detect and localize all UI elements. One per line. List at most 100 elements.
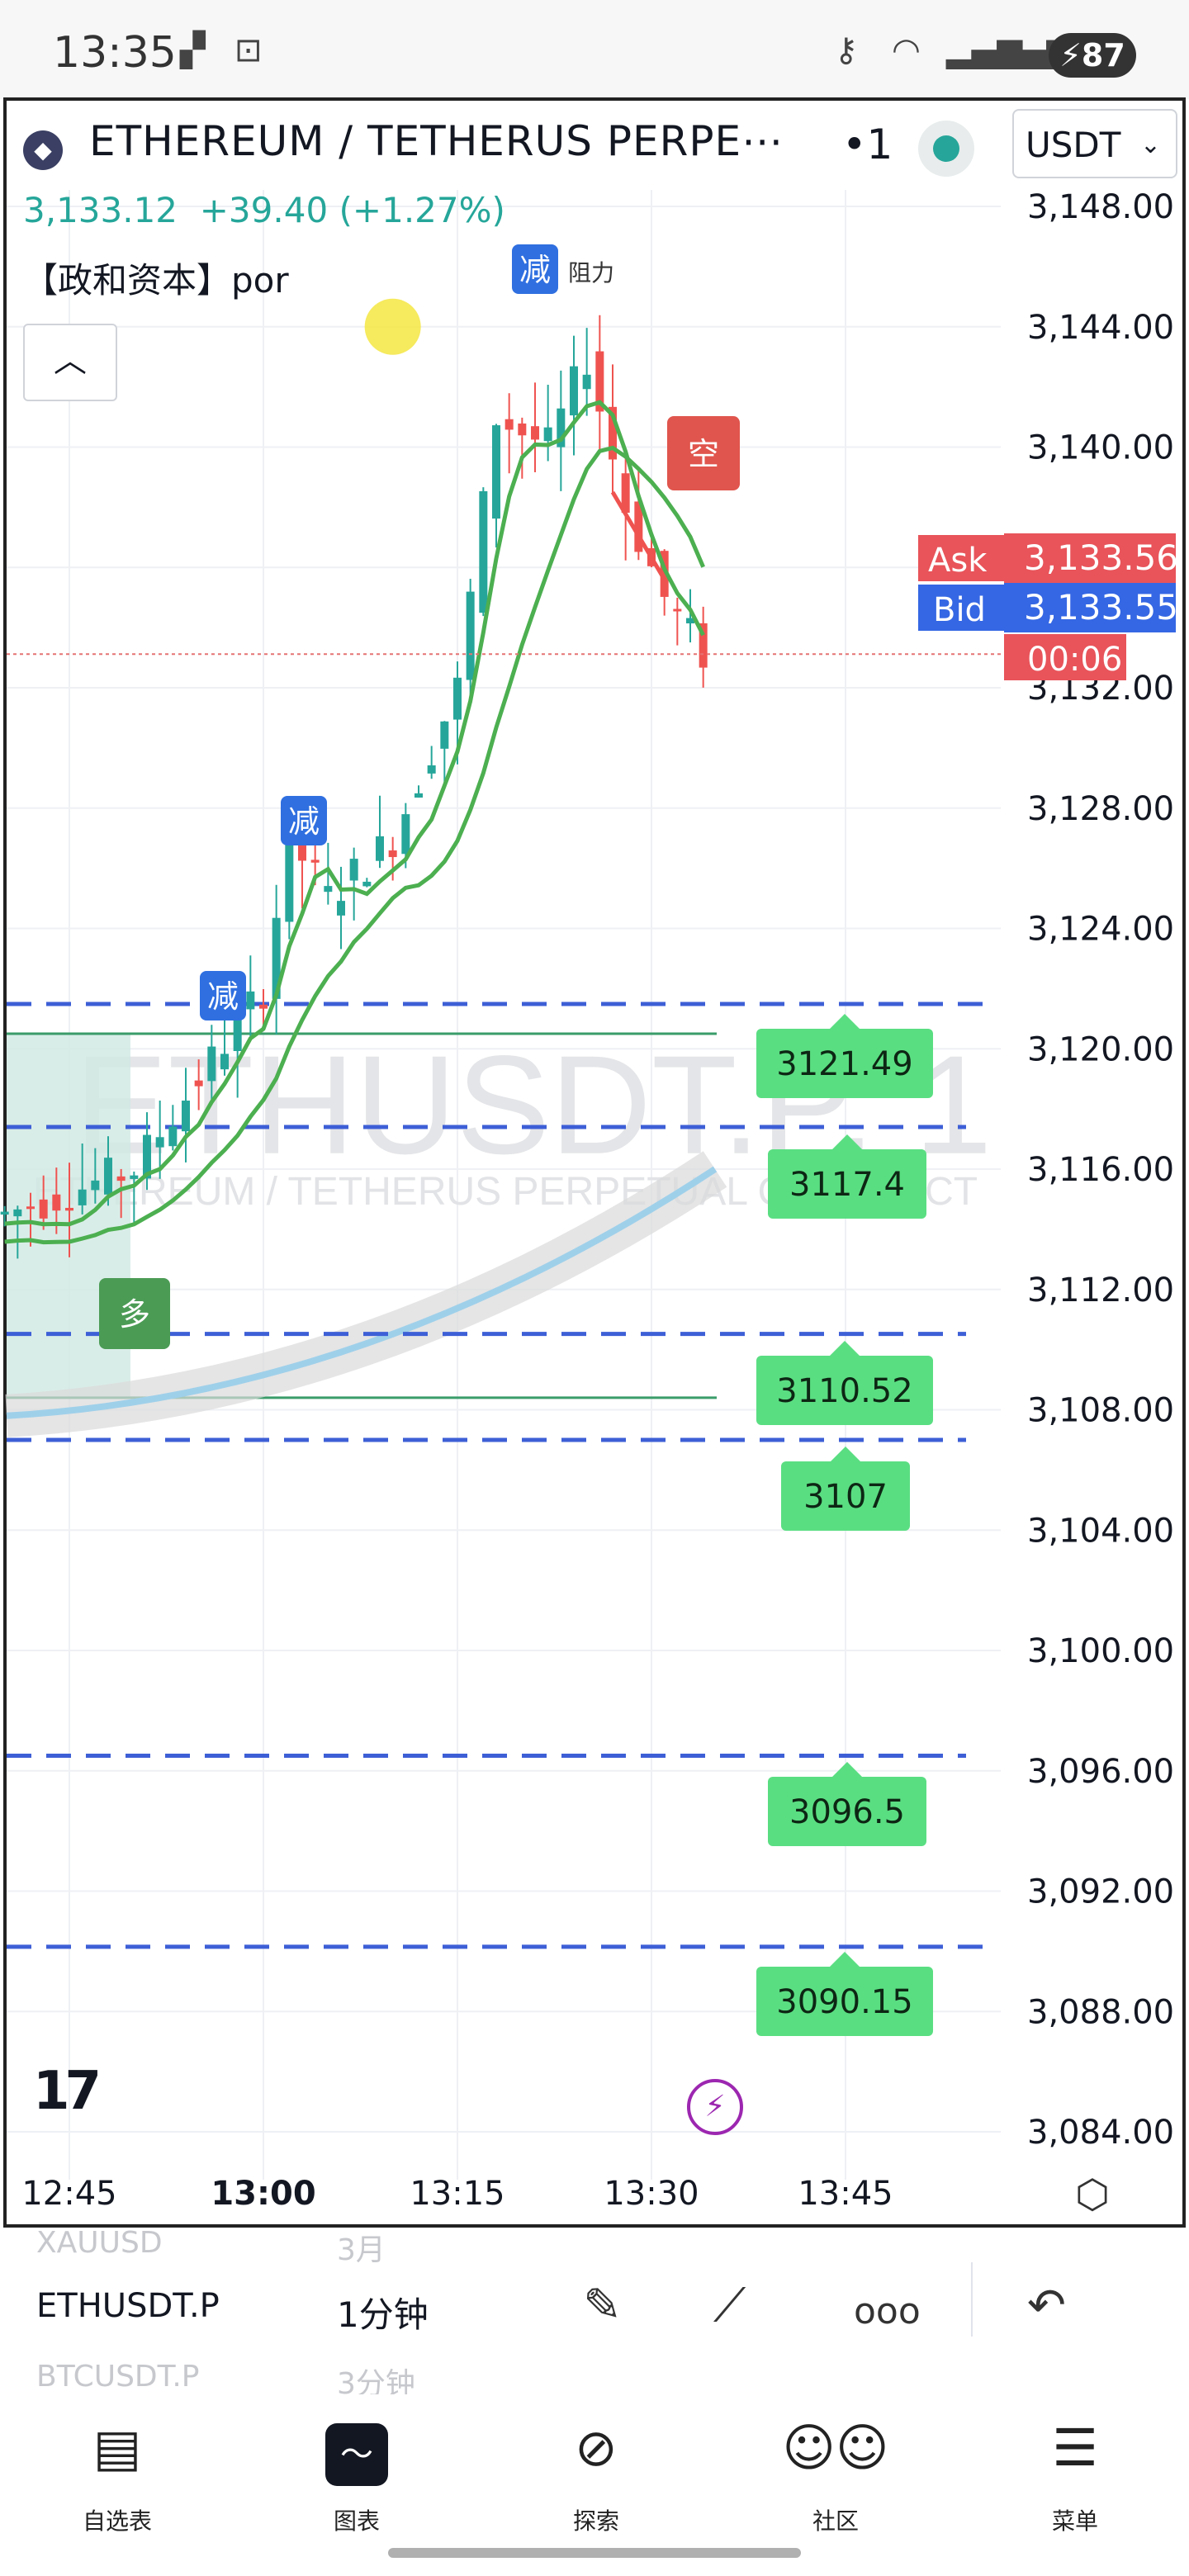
currency-label: USDT bbox=[1026, 125, 1121, 165]
nav-label: 社区 bbox=[812, 2507, 859, 2535]
candle-body bbox=[26, 1206, 35, 1210]
price-axis-label: 3,148.00 bbox=[1027, 188, 1174, 226]
candle-body bbox=[155, 1137, 164, 1148]
symbol-title[interactable]: ETHEREUM / TETHERUS PERPE⋯ bbox=[89, 117, 784, 165]
undo-icon[interactable]: ↶ bbox=[1027, 2279, 1066, 2332]
chart-container[interactable] bbox=[3, 97, 1186, 2228]
lightning-icon[interactable]: ⚡ bbox=[687, 2079, 743, 2135]
reduce-signal-marker-label: 减 bbox=[288, 803, 320, 840]
level-badge[interactable] bbox=[756, 1967, 933, 2036]
candle-body bbox=[634, 501, 643, 552]
candle-body bbox=[504, 419, 514, 430]
bid-price-tag bbox=[1004, 583, 1176, 632]
candle-body bbox=[324, 886, 333, 893]
tradingview-logo: 17 bbox=[33, 2061, 102, 2122]
candle-body bbox=[130, 1175, 139, 1179]
watchlist-icon: ▤ bbox=[92, 2417, 142, 2478]
indicator-legend[interactable]: 【政和资本】por bbox=[23, 260, 289, 301]
level-badge-pointer bbox=[830, 1014, 860, 1029]
battery-charging-icon: ⚡87 bbox=[1049, 33, 1136, 78]
resistance-label: 阻力 bbox=[568, 259, 614, 286]
resistance-marker bbox=[364, 298, 421, 355]
status-time: 13:35 bbox=[53, 28, 177, 78]
short-trend-line bbox=[610, 490, 666, 581]
short-signal-marker[interactable] bbox=[667, 416, 740, 490]
symbol-prev[interactable]: XAUUSD bbox=[36, 2226, 163, 2260]
candle-body bbox=[116, 1176, 126, 1181]
more-icon[interactable]: ooo bbox=[854, 2290, 921, 2332]
level-badge[interactable] bbox=[756, 1029, 933, 1098]
reduce-signal-marker[interactable] bbox=[200, 971, 246, 1020]
price-axis-label: 3,124.00 bbox=[1027, 911, 1174, 949]
level-badge-pointer bbox=[830, 1341, 860, 1356]
price-axis-label: 3,104.00 bbox=[1027, 1512, 1174, 1550]
currency-select[interactable]: USDT ⌄ bbox=[1012, 109, 1177, 178]
level-badge-pointer bbox=[830, 1952, 860, 1967]
nav-menu[interactable]: ☰ 菜单 bbox=[1001, 2411, 1149, 2536]
nav-label: 菜单 bbox=[1051, 2507, 1098, 2535]
candle-body bbox=[660, 551, 669, 597]
level-badge-pointer bbox=[832, 1134, 862, 1149]
candle-body bbox=[143, 1134, 151, 1179]
nav-watchlist[interactable]: ▤ 自选表 bbox=[43, 2411, 192, 2536]
price-change-line: 3,133.12 +39.40 (+1.27%) bbox=[23, 190, 505, 230]
trend-curve bbox=[6, 1166, 718, 1419]
market-status-icon[interactable] bbox=[918, 121, 974, 177]
candle-body bbox=[427, 765, 436, 774]
level-badge[interactable] bbox=[756, 1356, 933, 1425]
price-axis-label: 3,092.00 bbox=[1027, 1873, 1174, 1911]
level-badge[interactable] bbox=[768, 1777, 926, 1846]
menu-icon: ☰ bbox=[1052, 2417, 1098, 2478]
price-axis-label: 3,088.00 bbox=[1027, 1993, 1174, 2031]
collapse-legend-button[interactable]: ︿ bbox=[23, 324, 117, 401]
candle-body bbox=[337, 901, 345, 916]
title-interval: •1 bbox=[842, 121, 893, 168]
candle-body bbox=[78, 1189, 87, 1205]
long-signal-marker[interactable] bbox=[99, 1278, 170, 1349]
settings-icon[interactable]: ⬡ bbox=[1075, 2171, 1110, 2218]
nav-chart[interactable]: 〜 图表 bbox=[282, 2411, 431, 2536]
reduce-signal-marker[interactable] bbox=[512, 244, 558, 294]
candle-body bbox=[543, 427, 552, 442]
trend-line-icon[interactable]: ⟋ bbox=[713, 2279, 746, 2332]
nav-explore[interactable]: ⊘ 探索 bbox=[522, 2411, 670, 2536]
bottom-nav bbox=[0, 2394, 1189, 2576]
nav-community[interactable]: ☺☺ 社区 bbox=[761, 2411, 910, 2536]
symbol-picker[interactable]: ETHUSDT.P bbox=[36, 2287, 220, 2325]
candle-body bbox=[479, 490, 488, 613]
candle-body bbox=[259, 1004, 268, 1009]
countdown-tag bbox=[1004, 634, 1126, 680]
level-badge-text: 3090.15 bbox=[776, 1983, 912, 2021]
level-badge-text: 3110.52 bbox=[776, 1372, 912, 1410]
candle-body bbox=[246, 991, 255, 1010]
interval-prev[interactable]: 3月 bbox=[337, 2233, 386, 2267]
compass-icon: ⊘ bbox=[575, 2417, 618, 2478]
candle-body bbox=[13, 1209, 22, 1217]
long-signal-marker-label: 多 bbox=[119, 1296, 150, 1333]
candle-body bbox=[621, 473, 630, 514]
interval-picker[interactable]: 1分钟 bbox=[337, 2294, 429, 2335]
candle-body bbox=[595, 351, 604, 412]
candle-body bbox=[401, 814, 410, 855]
reduce-signal-marker-label: 减 bbox=[207, 978, 239, 1015]
candle-body bbox=[0, 1211, 9, 1215]
level-badge-text: 3107 bbox=[803, 1478, 888, 1516]
pen-icon[interactable]: ✎ bbox=[583, 2279, 622, 2332]
candle-body bbox=[518, 423, 527, 436]
level-badge[interactable] bbox=[781, 1461, 910, 1531]
level-badge[interactable] bbox=[768, 1149, 926, 1219]
candle-body bbox=[220, 1054, 229, 1070]
candle-body bbox=[182, 1101, 190, 1132]
candle-body bbox=[52, 1194, 61, 1211]
candle-body bbox=[376, 836, 384, 861]
symbol-next[interactable]: BTCUSDT.P bbox=[36, 2360, 200, 2394]
reduce-signal-marker-label: 减 bbox=[519, 252, 551, 288]
ask-price-tag bbox=[1004, 533, 1176, 583]
candle-body bbox=[453, 677, 462, 720]
reduce-signal-marker[interactable] bbox=[281, 796, 327, 845]
candle-body bbox=[194, 1080, 203, 1087]
nav-label: 自选表 bbox=[82, 2507, 152, 2535]
home-indicator[interactable] bbox=[388, 2548, 801, 2558]
candle-body bbox=[414, 793, 423, 798]
